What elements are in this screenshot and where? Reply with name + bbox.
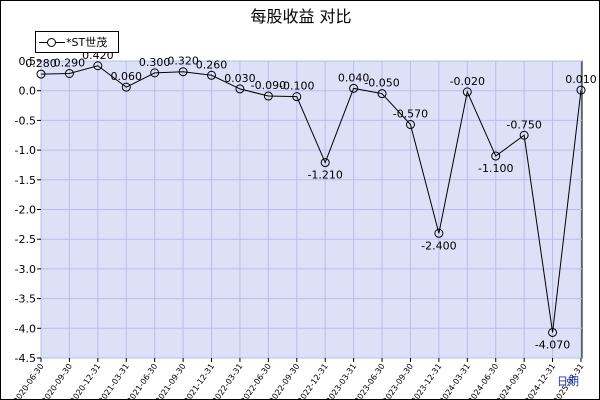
- y-tick-label: -1.5: [15, 174, 36, 187]
- x-axis: 2020-06-302020-09-302020-12-312021-03-31…: [12, 358, 586, 399]
- data-point: [548, 327, 558, 337]
- series-line-group: [40, 65, 582, 333]
- legend-label: *ST世茂: [66, 36, 108, 49]
- data-point: [207, 70, 217, 80]
- y-tick-label: -3.0: [15, 263, 36, 276]
- y-tick-label: -4.0: [15, 322, 36, 335]
- data-point: [462, 87, 472, 97]
- data-point: [178, 67, 188, 77]
- data-point: [349, 83, 359, 93]
- data-point: [263, 91, 273, 101]
- y-tick-label: -4.5: [15, 352, 36, 365]
- data-point: [576, 85, 586, 95]
- data-label: -0.050: [364, 77, 399, 90]
- data-label: 0.030: [224, 72, 256, 85]
- y-axis: 0.5 0.0 -0.5 -1.0 -1.5 -2.0 -2.5 -3.0 -3.5 -4.0 -4…: [15, 55, 41, 365]
- chart-title: 每股收益 对比: [250, 7, 351, 26]
- data-point: [491, 151, 501, 161]
- data-label: 0.260: [196, 58, 228, 71]
- data-label: -0.750: [506, 118, 541, 131]
- y-tick-label: -3.5: [15, 293, 36, 306]
- data-label: -0.570: [393, 108, 428, 121]
- data-label: 0.060: [111, 70, 143, 83]
- data-point: [292, 92, 302, 102]
- x-axis-label: 日期: [557, 375, 579, 388]
- series-line: [40, 65, 582, 333]
- data-point: [320, 158, 330, 168]
- legend-swatch: [39, 36, 65, 48]
- data-label: 0.280: [25, 57, 57, 70]
- data-label: -1.100: [478, 162, 513, 175]
- data-label: -2.400: [421, 239, 456, 252]
- y-tick-label: -2.5: [15, 233, 36, 246]
- data-label: -0.020: [450, 75, 485, 88]
- data-label: -0.100: [279, 80, 314, 93]
- data-point: [377, 89, 387, 99]
- data-point: [150, 68, 160, 78]
- y-tick-label: -0.5: [15, 114, 36, 127]
- data-point: [36, 69, 46, 79]
- data-point: [64, 68, 74, 78]
- y-tick-label: -1.0: [15, 144, 36, 157]
- data-point: [93, 61, 103, 71]
- data-point: [519, 130, 529, 140]
- data-point: [121, 82, 131, 92]
- data-label: 0.320: [167, 55, 199, 68]
- y-tick-label: 0.5: [19, 55, 37, 68]
- data-label: -0.090: [251, 79, 286, 92]
- legend: *ST世茂: [35, 31, 119, 53]
- data-label: 0.010: [565, 73, 597, 86]
- data-point: [434, 228, 444, 238]
- data-label: -1.210: [307, 169, 342, 182]
- data-label: 0.300: [139, 56, 171, 69]
- x-tick-label: 2020-06-30: [12, 362, 46, 399]
- data-labels: 0.2800.2900.4200.0600.3000.3200.2600.030…: [25, 49, 596, 352]
- grid-lines: [40, 60, 582, 359]
- y-tick-label: 0.0: [19, 85, 37, 98]
- data-point: [235, 84, 245, 94]
- data-label: -4.070: [535, 338, 570, 351]
- data-label: 0.040: [338, 71, 370, 84]
- data-points: [36, 61, 586, 337]
- data-label: 0.290: [54, 56, 86, 69]
- data-point: [405, 120, 415, 130]
- y-tick-label: -2.0: [15, 204, 36, 217]
